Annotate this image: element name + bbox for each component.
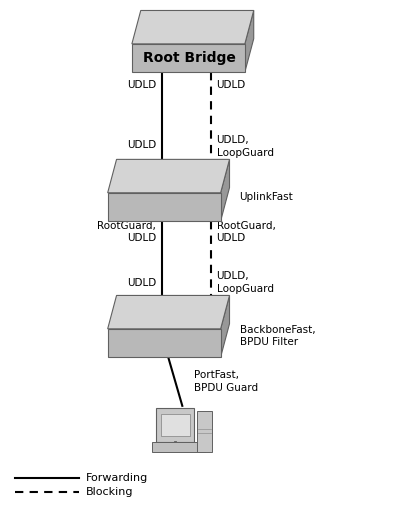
Text: PortFast,
BPDU Guard: PortFast, BPDU Guard <box>194 370 258 393</box>
Polygon shape <box>245 10 254 72</box>
Text: Root Bridge: Root Bridge <box>143 51 236 65</box>
Polygon shape <box>132 10 254 44</box>
Bar <box>156 408 194 442</box>
Text: UDLD: UDLD <box>127 80 156 90</box>
Text: Blocking: Blocking <box>85 487 133 497</box>
Text: Forwarding: Forwarding <box>85 473 148 483</box>
Text: UDLD,
LoopGuard: UDLD, LoopGuard <box>217 135 274 158</box>
Polygon shape <box>108 193 220 221</box>
Text: RootGuard,
UDLD: RootGuard, UDLD <box>97 221 156 243</box>
Text: UplinkFast: UplinkFast <box>240 192 293 202</box>
Bar <box>197 411 212 452</box>
Polygon shape <box>220 159 229 221</box>
Text: UDLD: UDLD <box>127 140 156 150</box>
Polygon shape <box>108 329 220 357</box>
Polygon shape <box>108 295 229 329</box>
Polygon shape <box>108 159 229 193</box>
Text: UDLD: UDLD <box>217 80 246 90</box>
Polygon shape <box>132 44 245 72</box>
Bar <box>152 442 204 452</box>
Text: BackboneFast,
BPDU Filter: BackboneFast, BPDU Filter <box>240 325 315 347</box>
Text: UDLD: UDLD <box>127 278 156 288</box>
Polygon shape <box>220 295 229 357</box>
Bar <box>161 414 190 435</box>
Text: RootGuard,
UDLD: RootGuard, UDLD <box>217 221 276 243</box>
Text: UDLD,
LoopGuard: UDLD, LoopGuard <box>217 271 274 294</box>
